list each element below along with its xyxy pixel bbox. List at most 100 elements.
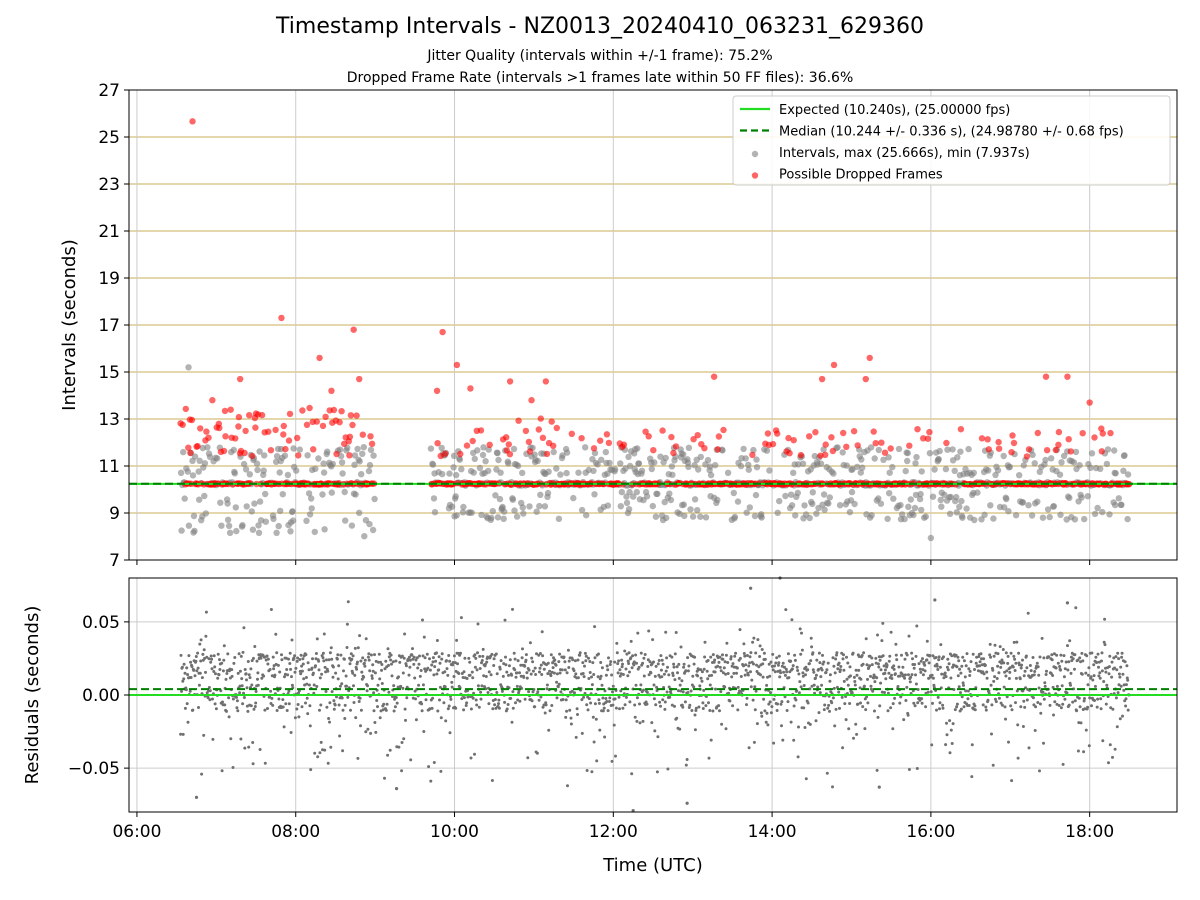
residual-point [549, 653, 553, 657]
residual-point [188, 689, 192, 693]
legend-expected-label: Expected (10.240s), (25.00000 fps) [779, 103, 1010, 118]
dropped-frame-point [328, 387, 335, 394]
interval-point [792, 512, 799, 519]
residual-point [739, 675, 743, 678]
residual-point [952, 688, 956, 691]
residual-point [335, 657, 339, 661]
interval-point [913, 453, 920, 461]
residual-point [560, 668, 564, 672]
interval-point [1039, 514, 1047, 521]
residual-point [232, 661, 236, 665]
residual-point [817, 667, 821, 671]
residual-point [278, 670, 282, 674]
residual-point [338, 684, 342, 688]
residual-point [224, 677, 228, 681]
residual-point [796, 669, 800, 672]
residual-point [293, 654, 297, 658]
residual-point [1124, 683, 1128, 687]
residual-point [822, 660, 826, 664]
interval-point [957, 448, 964, 455]
residual-point [1066, 644, 1069, 648]
residual-point [947, 662, 951, 666]
dropped-frame-point [246, 412, 253, 419]
residual-point [538, 666, 542, 670]
residual-point [319, 703, 323, 707]
residual-point [535, 652, 538, 656]
dropped-frame-point [258, 411, 266, 419]
residual-point [685, 801, 689, 805]
residual-point [719, 669, 723, 673]
dropped-frame-point [668, 433, 675, 441]
residual-point [368, 669, 372, 673]
residual-point [411, 647, 414, 651]
residual-point [480, 659, 484, 662]
residual-point [351, 671, 355, 675]
residual-point [200, 676, 204, 680]
residual-point [918, 667, 922, 671]
residual-point [771, 652, 775, 656]
residual-point [624, 695, 628, 699]
interval-point [505, 460, 512, 467]
residual-point [853, 680, 857, 683]
residual-point [385, 702, 389, 706]
residual-point [1050, 653, 1054, 657]
residual-point [1086, 683, 1090, 687]
interval-point [497, 469, 504, 476]
interval-point [604, 502, 612, 509]
residual-point [513, 668, 517, 672]
interval-point [820, 491, 828, 498]
interval-point [338, 459, 346, 466]
interval-point [886, 469, 893, 476]
residual-point [1063, 697, 1067, 701]
residual-point [220, 661, 224, 665]
residual-point [630, 666, 634, 670]
residual-point [217, 673, 221, 677]
residual-point [1061, 762, 1065, 766]
interval-point [243, 503, 250, 510]
residual-point [783, 665, 786, 669]
residual-point [212, 670, 216, 673]
residual-point [322, 659, 326, 663]
dropped-frame-point [535, 426, 542, 433]
interval-point [875, 446, 882, 454]
residual-point [588, 671, 592, 674]
residual-point [647, 629, 651, 633]
interval-point [233, 527, 240, 535]
interval-point [224, 500, 231, 507]
residual-point [831, 785, 834, 789]
residual-point [538, 652, 542, 655]
residual-point [939, 643, 943, 647]
interval-point [217, 499, 224, 506]
residual-point [557, 660, 561, 664]
residual-point [970, 743, 974, 747]
residual-point [1086, 705, 1090, 709]
residual-point [527, 690, 531, 694]
residual-point [359, 708, 363, 712]
residual-point [698, 684, 702, 688]
residual-point [1104, 670, 1108, 674]
residual-point [903, 657, 907, 661]
residual-point [797, 672, 801, 676]
residual-point [592, 673, 596, 676]
residual-point [551, 666, 555, 670]
residual-point [1038, 769, 1041, 773]
residual-point [887, 671, 891, 675]
residual-point [701, 707, 705, 710]
interval-point [1070, 459, 1078, 466]
interval-point [557, 471, 564, 478]
residual-point [834, 657, 838, 661]
residual-point [1003, 705, 1007, 709]
residual-point [201, 652, 205, 656]
residual-point [280, 658, 284, 662]
residual-point [539, 663, 543, 667]
residual-point [1117, 672, 1121, 676]
residual-point [692, 662, 696, 666]
residual-point [877, 655, 881, 659]
interval-point [541, 503, 549, 510]
residual-point [470, 670, 474, 674]
residual-point [497, 698, 501, 702]
interval-point [821, 506, 828, 513]
residual-point [1012, 654, 1016, 658]
residual-point [418, 654, 421, 658]
residual-point [639, 683, 643, 687]
